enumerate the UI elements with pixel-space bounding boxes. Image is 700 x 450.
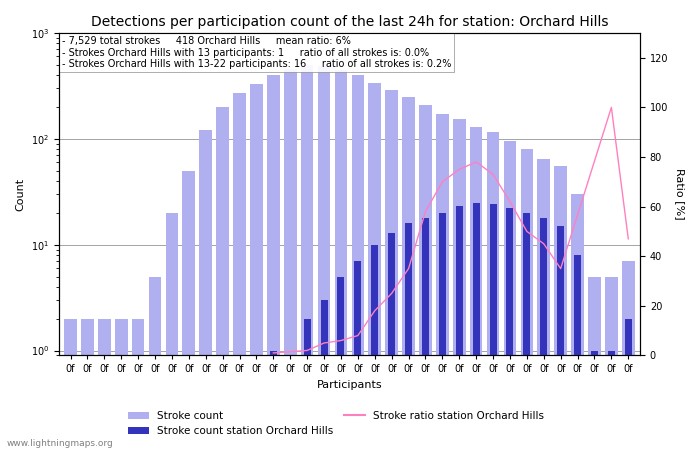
Y-axis label: Ratio [%]: Ratio [%] <box>675 168 685 220</box>
Bar <box>571 194 584 450</box>
Bar <box>321 300 328 450</box>
Bar <box>183 171 195 450</box>
Bar <box>591 351 598 450</box>
Bar <box>148 277 162 450</box>
Bar <box>405 223 412 450</box>
Y-axis label: Count: Count <box>15 178 25 211</box>
Bar <box>422 218 429 450</box>
Bar <box>489 204 496 450</box>
Bar <box>419 105 432 450</box>
Bar <box>267 75 280 450</box>
Bar <box>132 319 144 450</box>
Bar <box>304 319 311 450</box>
Bar <box>625 319 632 450</box>
Bar <box>557 226 564 450</box>
Bar <box>115 319 127 450</box>
Bar <box>318 66 330 450</box>
Bar <box>385 90 398 450</box>
Bar <box>270 351 276 450</box>
Bar <box>98 319 111 450</box>
Bar <box>233 93 246 450</box>
Bar <box>354 261 361 450</box>
Bar <box>453 119 466 450</box>
Bar <box>284 69 297 450</box>
Bar <box>439 213 446 450</box>
X-axis label: Participants: Participants <box>316 380 382 390</box>
Bar <box>540 218 547 450</box>
Bar <box>622 261 635 450</box>
Legend: Stroke count, Stroke count station Orchard Hills, Stroke ratio station Orchard H: Stroke count, Stroke count station Orcha… <box>124 407 548 440</box>
Bar <box>337 277 344 450</box>
Bar <box>166 213 179 450</box>
Bar <box>554 166 567 450</box>
Bar <box>503 141 517 450</box>
Bar <box>605 277 617 450</box>
Bar <box>351 75 364 450</box>
Bar <box>64 319 77 450</box>
Bar <box>389 233 395 450</box>
Text: www.lightningmaps.org: www.lightningmaps.org <box>7 439 113 448</box>
Bar <box>250 84 262 450</box>
Bar <box>335 70 347 450</box>
Bar <box>486 132 499 450</box>
Bar <box>507 208 514 450</box>
Bar <box>588 277 601 450</box>
Bar <box>538 159 550 450</box>
Bar <box>524 213 531 450</box>
Bar <box>608 351 615 450</box>
Bar <box>574 255 581 450</box>
Bar <box>81 319 94 450</box>
Bar <box>371 245 378 450</box>
Bar <box>470 127 482 450</box>
Bar <box>402 97 415 450</box>
Bar <box>436 114 449 450</box>
Bar <box>521 149 533 450</box>
Text: - 7,529 total strokes     418 Orchard Hills     mean ratio: 6%
- Strokes Orchard: - 7,529 total strokes 418 Orchard Hills … <box>62 36 451 69</box>
Bar <box>301 65 314 450</box>
Bar <box>368 82 381 450</box>
Bar <box>216 107 229 450</box>
Title: Detections per participation count of the last 24h for station: Orchard Hills: Detections per participation count of th… <box>90 15 608 29</box>
Bar <box>473 202 480 450</box>
Bar <box>199 130 212 450</box>
Bar <box>456 207 463 450</box>
